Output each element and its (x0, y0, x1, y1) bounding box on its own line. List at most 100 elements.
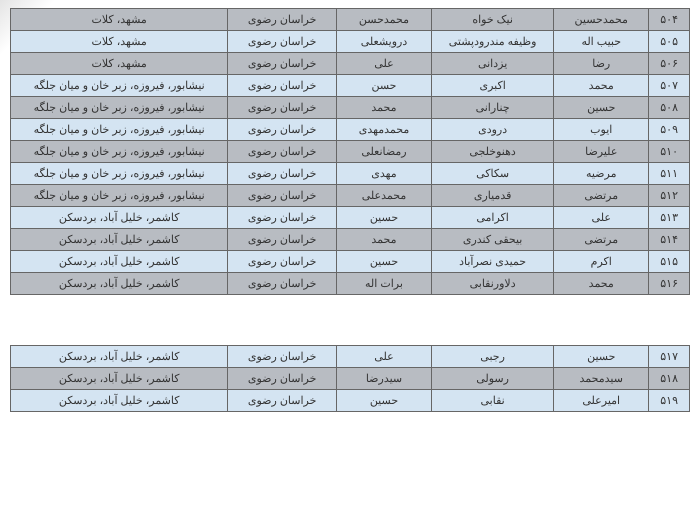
cell-father: درویشعلی (336, 31, 431, 53)
cell-index: ۵۰۴ (649, 9, 690, 31)
table-row: ۵۰۷محمداکبریحسنخراسان رضوینیشابور، فیروز… (11, 75, 690, 97)
cell-province: خراسان رضوی (228, 207, 337, 229)
cell-father: محمدعلی (336, 185, 431, 207)
table-row: ۵۱۷حسینرجبیعلیخراسان رضویکاشمر، خلیل آبا… (11, 346, 690, 368)
cell-name: محمد (554, 75, 649, 97)
cell-index: ۵۰۷ (649, 75, 690, 97)
cell-region: کاشمر، خلیل آباد، بردسکن (11, 251, 228, 273)
cell-father: محمد (336, 97, 431, 119)
cell-region: کاشمر، خلیل آباد، بردسکن (11, 368, 228, 390)
cell-index: ۵۰۹ (649, 119, 690, 141)
cell-province: خراسان رضوی (228, 163, 337, 185)
cell-family: اکبری (432, 75, 554, 97)
cell-father: محمدمهدی (336, 119, 431, 141)
cell-family: نقابی (432, 390, 554, 412)
cell-province: خراسان رضوی (228, 390, 337, 412)
cell-province: خراسان رضوی (228, 9, 337, 31)
cell-province: خراسان رضوی (228, 185, 337, 207)
cell-father: علی (336, 346, 431, 368)
cell-index: ۵۰۶ (649, 53, 690, 75)
cell-family: دهنوخلجی (432, 141, 554, 163)
cell-index: ۵۱۱ (649, 163, 690, 185)
cell-index: ۵۱۸ (649, 368, 690, 390)
cell-region: کاشمر، خلیل آباد، بردسکن (11, 229, 228, 251)
cell-name: سیدمحمد (554, 368, 649, 390)
cell-father: رمضانعلی (336, 141, 431, 163)
cell-province: خراسان رضوی (228, 53, 337, 75)
cell-name: علیرضا (554, 141, 649, 163)
cell-region: نیشابور، فیروزه، زبر خان و میان جلگه (11, 75, 228, 97)
cell-name: محمد (554, 273, 649, 295)
cell-name: حسین (554, 97, 649, 119)
cell-region: کاشمر، خلیل آباد، بردسکن (11, 273, 228, 295)
table-row: ۵۱۳علیاکرامیحسینخراسان رضویکاشمر، خلیل آ… (11, 207, 690, 229)
cell-family: رجبی (432, 346, 554, 368)
cell-region: مشهد، کلات (11, 53, 228, 75)
cell-region: نیشابور، فیروزه، زبر خان و میان جلگه (11, 119, 228, 141)
table-row: ۵۱۴مرتضیبیحقی کندریمحمدخراسان رضویکاشمر،… (11, 229, 690, 251)
cell-family: چنارانی (432, 97, 554, 119)
cell-province: خراسان رضوی (228, 273, 337, 295)
table-row: ۵۰۵حبیب الهوظیفه مندرودپشتیدرویشعلیخراسا… (11, 31, 690, 53)
cell-province: خراسان رضوی (228, 346, 337, 368)
cell-father: حسن (336, 75, 431, 97)
table-row: ۵۰۸حسینچنارانیمحمدخراسان رضوینیشابور، فی… (11, 97, 690, 119)
cell-name: اکرم (554, 251, 649, 273)
cell-name: محمدحسین (554, 9, 649, 31)
cell-region: نیشابور، فیروزه، زبر خان و میان جلگه (11, 141, 228, 163)
cell-name: رضا (554, 53, 649, 75)
cell-region: نیشابور، فیروزه، زبر خان و میان جلگه (11, 185, 228, 207)
data-table-2: ۵۱۷حسینرجبیعلیخراسان رضویکاشمر، خلیل آبا… (10, 345, 690, 412)
cell-family: دلاورنقابی (432, 273, 554, 295)
table-row: ۵۱۱مرضیهسکاکیمهدیخراسان رضوینیشابور، فیر… (11, 163, 690, 185)
cell-region: کاشمر، خلیل آباد، بردسکن (11, 346, 228, 368)
data-table-1: ۵۰۴محمدحسیننیک خواهمحمدحسنخراسان رضویمشه… (10, 8, 690, 295)
table-row: ۵۰۶رضایزدانیعلیخراسان رضویمشهد، کلات (11, 53, 690, 75)
cell-name: حسین (554, 346, 649, 368)
cell-family: حمیدی نصرآباد (432, 251, 554, 273)
cell-name: حبیب اله (554, 31, 649, 53)
table-row: ۵۱۹امیرعلینقابیحسینخراسان رضویکاشمر، خلی… (11, 390, 690, 412)
cell-province: خراسان رضوی (228, 141, 337, 163)
cell-father: حسین (336, 390, 431, 412)
cell-father: سیدرضا (336, 368, 431, 390)
table-row: ۵۱۸سیدمحمدرسولیسیدرضاخراسان رضویکاشمر، خ… (11, 368, 690, 390)
table-row: ۵۱۵اکرمحمیدی نصرآبادحسینخراسان رضویکاشمر… (11, 251, 690, 273)
cell-father: حسین (336, 251, 431, 273)
cell-region: مشهد، کلات (11, 31, 228, 53)
cell-father: حسین (336, 207, 431, 229)
cell-family: اکرامی (432, 207, 554, 229)
cell-province: خراسان رضوی (228, 31, 337, 53)
cell-father: برات اله (336, 273, 431, 295)
cell-father: محمدحسن (336, 9, 431, 31)
cell-father: علی (336, 53, 431, 75)
cell-region: مشهد، کلات (11, 9, 228, 31)
cell-name: علی (554, 207, 649, 229)
cell-name: مرضیه (554, 163, 649, 185)
cell-family: رسولی (432, 368, 554, 390)
cell-family: قدمیاری (432, 185, 554, 207)
cell-family: درودی (432, 119, 554, 141)
table-gap (10, 295, 690, 345)
cell-name: امیرعلی (554, 390, 649, 412)
cell-province: خراسان رضوی (228, 229, 337, 251)
cell-family: نیک خواه (432, 9, 554, 31)
table-row: ۵۰۹ایوبدرودیمحمدمهدیخراسان رضوینیشابور، … (11, 119, 690, 141)
cell-index: ۵۰۵ (649, 31, 690, 53)
cell-index: ۵۱۷ (649, 346, 690, 368)
cell-father: مهدی (336, 163, 431, 185)
cell-province: خراسان رضوی (228, 97, 337, 119)
cell-family: بیحقی کندری (432, 229, 554, 251)
cell-province: خراسان رضوی (228, 75, 337, 97)
cell-province: خراسان رضوی (228, 251, 337, 273)
table-row: ۵۱۰علیرضادهنوخلجیرمضانعلیخراسان رضوینیشا… (11, 141, 690, 163)
cell-region: کاشمر، خلیل آباد، بردسکن (11, 390, 228, 412)
cell-family: سکاکی (432, 163, 554, 185)
cell-father: محمد (336, 229, 431, 251)
cell-province: خراسان رضوی (228, 119, 337, 141)
cell-index: ۵۱۶ (649, 273, 690, 295)
cell-index: ۵۰۸ (649, 97, 690, 119)
cell-region: نیشابور، فیروزه، زبر خان و میان جلگه (11, 97, 228, 119)
cell-index: ۵۱۳ (649, 207, 690, 229)
table-row: ۵۰۴محمدحسیننیک خواهمحمدحسنخراسان رضویمشه… (11, 9, 690, 31)
